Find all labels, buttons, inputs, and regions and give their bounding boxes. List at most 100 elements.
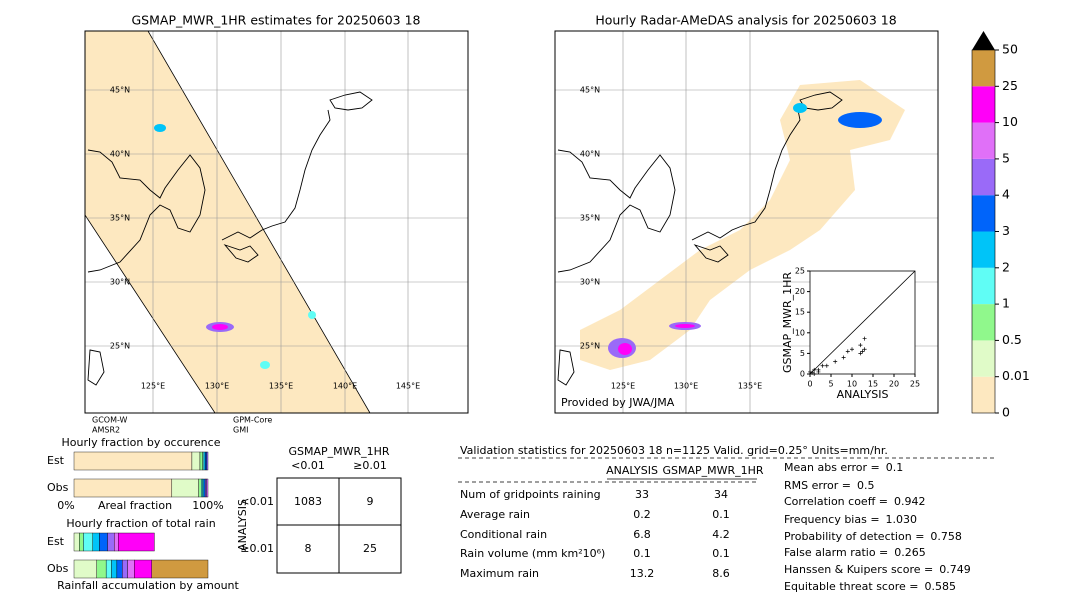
colorbar-bin bbox=[972, 50, 995, 87]
table-cell: 25 bbox=[363, 542, 377, 555]
stats-value: 0.2 bbox=[633, 508, 651, 521]
bar-segment bbox=[205, 478, 207, 498]
rain-patch bbox=[675, 324, 695, 328]
lat-label: 45°N bbox=[580, 86, 600, 95]
bar-segment bbox=[201, 478, 203, 498]
bar-segment bbox=[105, 559, 112, 579]
rain-patch bbox=[618, 343, 632, 355]
score-label: Frequency bias = bbox=[784, 513, 880, 526]
map-frame bbox=[84, 30, 469, 414]
satellite-label: AMSR2 bbox=[92, 426, 120, 435]
lat-label: 30°N bbox=[580, 278, 600, 287]
rain-patch bbox=[212, 324, 228, 330]
scatter-point bbox=[824, 363, 829, 368]
colorbar-label: 2 bbox=[1002, 259, 1010, 274]
bar-segment bbox=[202, 451, 205, 471]
y-tick-label: 5 bbox=[800, 349, 805, 358]
score-label: RMS error = bbox=[784, 479, 851, 492]
lat-label: 25°N bbox=[580, 342, 600, 351]
table-cell: 9 bbox=[367, 495, 374, 508]
map-panel bbox=[84, 30, 469, 414]
bar-segment bbox=[198, 478, 202, 498]
row-label: Obs bbox=[47, 562, 69, 575]
stats-value: 6.8 bbox=[633, 528, 651, 541]
bar-segment bbox=[73, 559, 97, 579]
bar-segment bbox=[206, 478, 209, 498]
bar-segment bbox=[171, 478, 199, 498]
table-cell: 1083 bbox=[294, 495, 322, 508]
bar-segment bbox=[73, 451, 193, 471]
scatter-point bbox=[862, 336, 867, 341]
stats-label: Maximum rain bbox=[460, 567, 539, 580]
colorbar-label: 25 bbox=[1002, 78, 1018, 93]
score-value: 0.749 bbox=[939, 563, 971, 576]
scatter-point bbox=[862, 347, 867, 352]
stats-header: Validation statistics for 20250603 18 n=… bbox=[460, 444, 888, 457]
score-value: 0.585 bbox=[924, 580, 956, 593]
score-value: 0.942 bbox=[894, 495, 926, 508]
x-axis-label: Areal fraction bbox=[98, 499, 172, 512]
colorbar-label: 1 bbox=[1002, 296, 1010, 311]
row-label: Obs bbox=[47, 481, 69, 494]
lat-label: 30°N bbox=[110, 278, 130, 287]
stats-value: 8.6 bbox=[712, 567, 730, 580]
scatter-point bbox=[808, 369, 812, 374]
colorbar-label: 0.5 bbox=[1002, 332, 1022, 347]
colorbar-label: 0 bbox=[1002, 405, 1010, 420]
y-axis-label: GSMAP_MWR_1HR bbox=[781, 272, 794, 373]
scatter-point bbox=[845, 349, 850, 354]
stats-value: 0.1 bbox=[712, 547, 730, 560]
x-tick-label: 20 bbox=[889, 380, 899, 389]
score-label: Mean abs error = bbox=[784, 461, 880, 474]
stats-value: 4.2 bbox=[712, 528, 730, 541]
y-tick-label: 10 bbox=[795, 328, 805, 337]
credit: Provided by JWA/JMA bbox=[561, 396, 675, 409]
satellite-label: GMI bbox=[233, 426, 248, 435]
lon-label: 125°E bbox=[611, 382, 635, 391]
score-value: 1.030 bbox=[886, 513, 918, 526]
bar-segment bbox=[203, 478, 206, 498]
bar-segment bbox=[118, 532, 155, 552]
x-tick-label: 0 bbox=[807, 380, 812, 389]
lon-label: 130°E bbox=[674, 382, 698, 391]
lon-label: 125°E bbox=[141, 382, 165, 391]
stats-value: 0.1 bbox=[712, 508, 730, 521]
row-title: ANALYSIS bbox=[236, 499, 249, 551]
y-tick-label: 20 bbox=[795, 287, 805, 296]
score-value: 0.758 bbox=[930, 530, 962, 543]
score-label: Probability of detection = bbox=[784, 530, 924, 543]
col-header: <0.01 bbox=[291, 459, 325, 472]
lat-label: 45°N bbox=[110, 86, 130, 95]
colorbar-label: 5 bbox=[1002, 150, 1010, 165]
scatter-point bbox=[833, 359, 838, 364]
stats-value: 13.2 bbox=[630, 567, 655, 580]
x-tick-label: 5 bbox=[828, 380, 833, 389]
bar-segment bbox=[99, 532, 108, 552]
colorbar-label: 50 bbox=[1002, 42, 1018, 57]
coastline bbox=[557, 91, 843, 386]
lon-label: 145°E bbox=[396, 382, 420, 391]
stats-value: 0.1 bbox=[633, 547, 651, 560]
colorbar-label: 0.01 bbox=[1002, 368, 1030, 383]
rain-patch bbox=[838, 112, 882, 128]
bar-segment bbox=[206, 451, 209, 471]
scatter-point bbox=[860, 349, 865, 354]
colorbar-label: 4 bbox=[1002, 187, 1010, 202]
table-title: GSMAP_MWR_1HR bbox=[288, 445, 389, 458]
colorbar-bin bbox=[972, 122, 995, 159]
colorbar-extend bbox=[972, 31, 995, 50]
coverage-area bbox=[580, 80, 905, 370]
lat-label: 35°N bbox=[110, 214, 130, 223]
x-axis-label: Rainfall accumulation by amount bbox=[57, 579, 239, 592]
y-tick-label: 25 bbox=[795, 267, 805, 276]
lat-label: 40°N bbox=[580, 150, 600, 159]
panel-title: Hourly fraction of total rain bbox=[66, 517, 215, 530]
rain-patch bbox=[308, 311, 316, 319]
scatter-point bbox=[858, 343, 863, 348]
lat-label: 35°N bbox=[580, 214, 600, 223]
lon-label: 135°E bbox=[269, 382, 293, 391]
map-frame bbox=[554, 30, 939, 414]
bar-segment bbox=[111, 559, 118, 579]
colorbar-bin bbox=[972, 195, 995, 232]
